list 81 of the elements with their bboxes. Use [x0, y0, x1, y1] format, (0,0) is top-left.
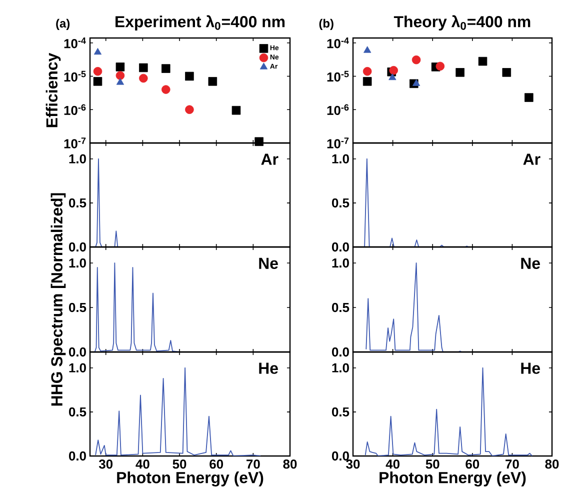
- y-tick-label: 10$^{-4}$: [327, 38, 349, 48]
- annotation: He: [521, 362, 540, 374]
- point: [362, 77, 372, 86]
- point: [116, 78, 124, 85]
- y-axis-title: HHG Spectrum [Normalized]: [50, 193, 66, 406]
- y-tick-label: 1.0: [332, 363, 349, 372]
- point: [116, 71, 125, 80]
- x-tick-label: 30: [98, 460, 113, 469]
- point: [139, 74, 148, 83]
- y-tick-label: 0.5: [69, 198, 86, 208]
- x-tick-label: 80: [545, 460, 559, 469]
- y-tick-label: 0.5: [332, 198, 350, 208]
- point: [364, 46, 372, 53]
- point: [232, 106, 241, 115]
- x-tick-label: 60: [466, 460, 480, 469]
- annotation: Ar: [261, 154, 278, 165]
- point: [162, 85, 170, 94]
- y-tick-label: 0.0: [69, 347, 86, 357]
- x-tick-label: 70: [506, 460, 519, 469]
- point: [456, 68, 464, 77]
- y-tick-label: 10$^{-6}$: [327, 104, 349, 116]
- y-tick-label: 10$^{-5}$: [64, 70, 86, 82]
- text: (b): [319, 18, 334, 30]
- x-tick-label: 50: [172, 460, 186, 469]
- point: [185, 105, 194, 114]
- point: [162, 64, 170, 73]
- y-tick-label: 0.0: [332, 242, 349, 252]
- annotation: Ne: [259, 258, 278, 269]
- x-tick-label: 40: [136, 460, 150, 469]
- point: [93, 66, 102, 76]
- y-tick-label: 10$^{-6}$: [64, 104, 86, 116]
- y-tick-label: 10$^{-4}$: [64, 38, 86, 48]
- y-axis-title: Efficiency: [46, 52, 61, 128]
- point: [362, 66, 372, 76]
- y-tick-label: 1.0: [69, 154, 86, 164]
- point: [388, 73, 396, 80]
- x-tick-label: 40: [386, 460, 400, 469]
- x-tick-label: 50: [426, 460, 440, 469]
- y-tick-label: 0.0: [332, 451, 349, 461]
- point: [93, 77, 102, 86]
- annotation: He: [259, 362, 278, 374]
- text: (a): [56, 18, 70, 30]
- x-tick-label: 60: [210, 460, 224, 469]
- y-tick-label: 1.0: [69, 258, 86, 268]
- y-tick-label: 10$^{-7}$: [64, 138, 86, 148]
- x-tick-label: 30: [346, 460, 360, 469]
- line-series: [94, 262, 180, 352]
- annotation: Ne: [521, 258, 540, 269]
- y-tick-label: 0.5: [69, 302, 86, 312]
- line-series: [366, 262, 462, 352]
- y-tick-label: 0.0: [69, 451, 86, 461]
- point: [412, 79, 420, 86]
- y-tick-label: 0.5: [332, 407, 350, 416]
- x-tick-label: 70: [246, 460, 260, 469]
- chart-title: Theory λ$_{0}$=400 nm: [394, 15, 530, 30]
- point: [524, 93, 534, 102]
- point: [139, 63, 148, 72]
- point: [116, 62, 125, 72]
- annotation: Ar: [523, 154, 540, 165]
- point: [94, 48, 102, 55]
- y-tick-label: 0.5: [332, 302, 350, 312]
- y-tick-label: 10$^{-5}$: [327, 70, 349, 82]
- y-tick-label: 0.0: [332, 347, 349, 357]
- point: [254, 137, 264, 146]
- y-tick-label: 1.0: [332, 258, 349, 268]
- x-tick-label: 80: [283, 460, 297, 469]
- y-tick-label: 0.0: [69, 242, 86, 252]
- y-tick-label: 10$^{-7}$: [327, 138, 349, 148]
- point: [185, 72, 194, 81]
- x-axis-title: Photon Energy (eV): [117, 472, 264, 486]
- point: [436, 62, 445, 71]
- point: [502, 68, 512, 77]
- point: [412, 55, 421, 64]
- line-series: [95, 367, 261, 456]
- point: [208, 77, 218, 86]
- chart-title: Experiment λ$_{0}$=400 nm: [116, 15, 285, 30]
- x-axis-title: Photon Energy (eV): [380, 472, 526, 486]
- y-tick-label: 0.5: [69, 407, 86, 416]
- point: [478, 56, 488, 66]
- y-tick-label: 1.0: [332, 154, 349, 164]
- y-tick-label: 1.0: [69, 363, 86, 372]
